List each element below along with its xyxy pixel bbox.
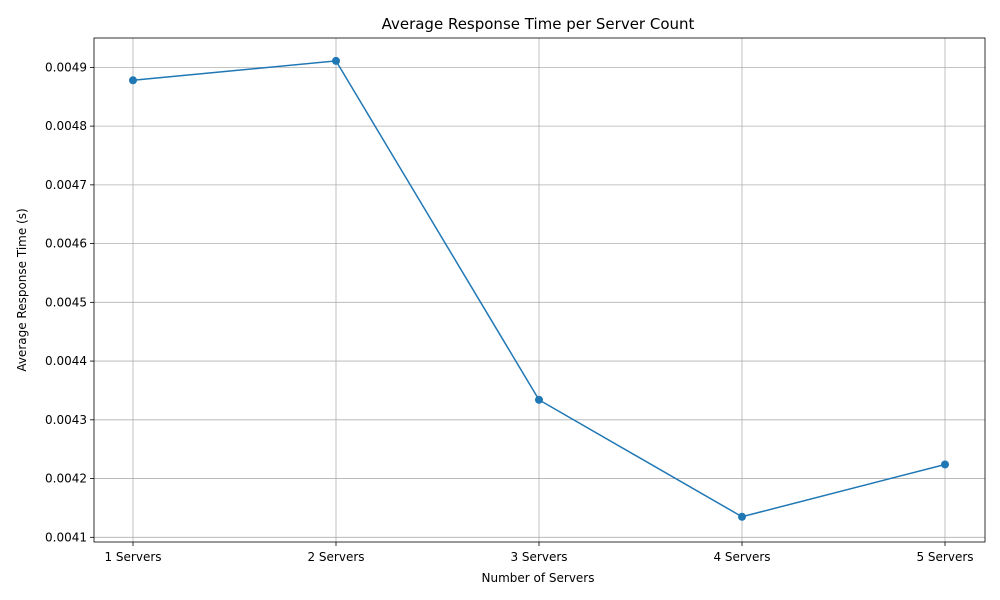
x-axis-ticks: 1 Servers 2 Servers 3 Servers 4 Servers 5 Se… bbox=[104, 542, 974, 564]
series-layer bbox=[129, 56, 949, 521]
y-tick-label: 0.0048 bbox=[45, 119, 87, 133]
y-tick-label: 0.0046 bbox=[45, 237, 87, 251]
y-tick-label: 0.0045 bbox=[45, 295, 87, 309]
y-axis-ticks: 0.0041 0.0042 0.0043 0.0044 0.0045 0.0046 0.00… bbox=[45, 60, 94, 544]
data-point bbox=[332, 56, 340, 65]
x-tick-label: 1 Servers bbox=[104, 550, 161, 564]
x-tick-label: 3 Servers bbox=[510, 550, 567, 564]
y-tick-label: 0.0044 bbox=[45, 354, 87, 368]
x-tick-label: 5 Servers bbox=[916, 550, 973, 564]
data-point bbox=[738, 512, 746, 521]
data-point bbox=[535, 395, 543, 404]
y-tick-label: 0.0042 bbox=[45, 472, 87, 486]
data-point bbox=[941, 460, 949, 469]
grid bbox=[94, 38, 985, 542]
x-axis-label: Number of Servers bbox=[481, 571, 594, 585]
y-tick-label: 0.0041 bbox=[45, 530, 87, 544]
x-tick-label: 4 Servers bbox=[713, 550, 770, 564]
x-tick-label: 2 Servers bbox=[307, 550, 364, 564]
data-point bbox=[129, 76, 137, 85]
chart-title: Average Response Time per Server Count bbox=[382, 15, 695, 33]
y-tick-label: 0.0043 bbox=[45, 413, 87, 427]
y-axis-label: Average Response Time (s) bbox=[15, 208, 29, 371]
plot-area-frame bbox=[93, 37, 986, 543]
y-tick-label: 0.0049 bbox=[45, 60, 87, 74]
y-tick-label: 0.0047 bbox=[45, 178, 87, 192]
